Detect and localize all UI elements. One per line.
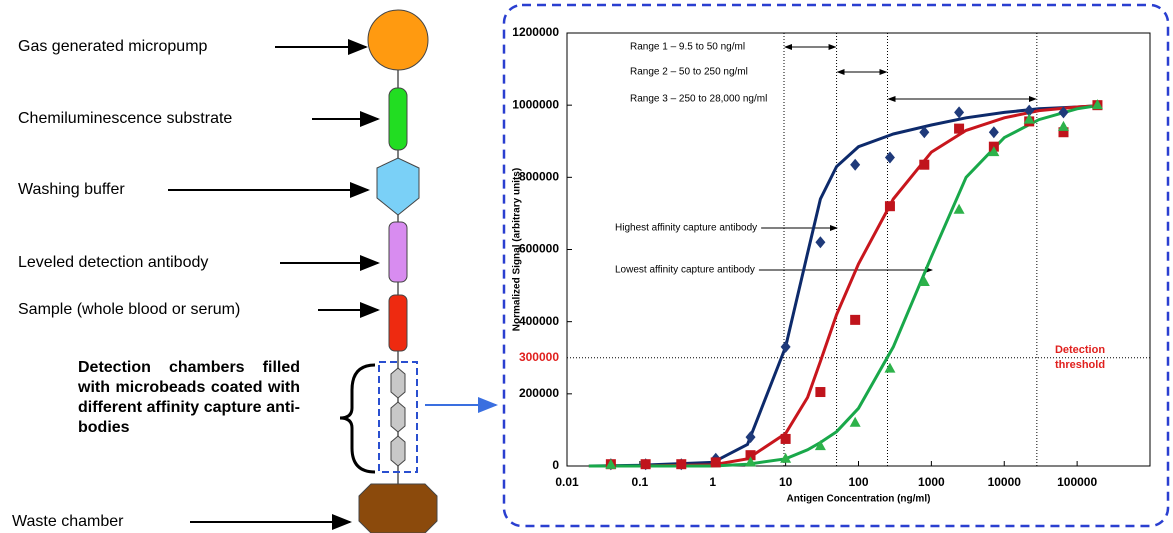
y-tick-label: 0 (552, 458, 559, 472)
data-point (954, 106, 965, 119)
data-point (919, 126, 930, 139)
data-point (745, 456, 757, 467)
antibody-chamber (388, 221, 408, 283)
threshold-label: Detection threshold (1054, 344, 1106, 371)
y-tick-label: 1000000 (512, 97, 559, 111)
data-point (814, 440, 826, 451)
sample-chamber (388, 294, 408, 352)
data-point (919, 159, 930, 170)
x-tick-label: 100 (848, 475, 868, 489)
x-tick-label: 0.01 (555, 475, 579, 489)
substrate-chamber (388, 87, 408, 151)
detection-chambers (390, 367, 406, 467)
x-tick-label: 1 (709, 475, 716, 489)
component-label: Gas generated micropump (18, 38, 208, 55)
data-point (1058, 106, 1069, 119)
data-point (745, 431, 756, 444)
range-label: Range 1 – 9.5 to 50 ng/ml (630, 42, 745, 53)
data-point (780, 433, 791, 444)
y-tick-label: 400000 (519, 314, 559, 328)
y-axis-label: Normalized Signal (arbitrary units) (512, 168, 523, 331)
data-point (850, 314, 861, 325)
x-tick-label: 0.1 (632, 475, 649, 489)
data-point (676, 459, 687, 470)
x-axis-label: Antigen Concentration (ng/ml) (787, 494, 931, 505)
data-point (1091, 99, 1103, 110)
data-point (640, 459, 651, 470)
data-point (884, 151, 895, 164)
data-point (1058, 127, 1069, 138)
annotation: Lowest affinity capture antibody (615, 265, 755, 276)
y-tick-label: 800000 (519, 170, 559, 184)
component-label: Waste chamber (12, 513, 124, 530)
threshold-box: Detection threshold (1054, 344, 1106, 371)
range-label: Range 2 – 50 to 250 ng/ml (630, 67, 748, 78)
fit-curve (588, 104, 1096, 468)
data-point (745, 450, 756, 461)
component-label: Chemiluminescence substrate (18, 110, 232, 127)
detection-label: Detection chambers filled with microbead… (78, 359, 300, 436)
x-tick-label: 10000 (988, 475, 1022, 489)
micropump (367, 9, 429, 71)
chart: 0 200000 400000 600000 800000 1000000 1200000 0… (502, 3, 1170, 528)
data-point (884, 362, 896, 373)
component-label: Leveled detection antibody (18, 254, 208, 271)
data-point (815, 236, 826, 249)
data-point (918, 275, 930, 286)
detection-box (378, 361, 418, 473)
buffer-chamber (376, 157, 420, 216)
x-tick-label: 10 (779, 475, 793, 489)
y-tick-label: 1200000 (512, 25, 559, 39)
data-point (780, 340, 791, 353)
fit-curve (588, 104, 1096, 468)
waste-chamber (358, 483, 438, 533)
data-point (953, 203, 965, 214)
data-point (710, 457, 721, 468)
component-label: Sample (whole blood or serum) (18, 301, 240, 318)
data-point (849, 416, 861, 427)
data-point (605, 458, 617, 469)
data-point (850, 158, 861, 171)
data-point (815, 387, 826, 398)
zoom-frame (502, 3, 1170, 528)
device-diagram: Gas generated micropump Chemiluminescence… (12, 9, 498, 533)
data-point (780, 452, 792, 463)
y-tick-label: 200000 (519, 386, 559, 400)
range-label: Range 3 – 250 to 28,000 ng/ml (630, 94, 767, 105)
threshold-tick-label: 300000 (519, 350, 559, 364)
brace (339, 363, 376, 474)
data-point (1023, 113, 1035, 124)
x-tick-label: 100000 (1057, 475, 1097, 489)
component-label: Washing buffer (18, 181, 125, 198)
annotation: Highest affinity capture antibody (615, 223, 757, 234)
data-point (988, 146, 1000, 157)
y-tick-label: 600000 (519, 242, 559, 256)
data-point (1024, 104, 1035, 117)
data-point (988, 126, 999, 139)
data-point (1057, 120, 1069, 131)
x-tick-label: 1000 (918, 475, 945, 489)
data-point (884, 201, 895, 212)
fit-curve (588, 104, 1096, 468)
data-point (954, 123, 965, 134)
